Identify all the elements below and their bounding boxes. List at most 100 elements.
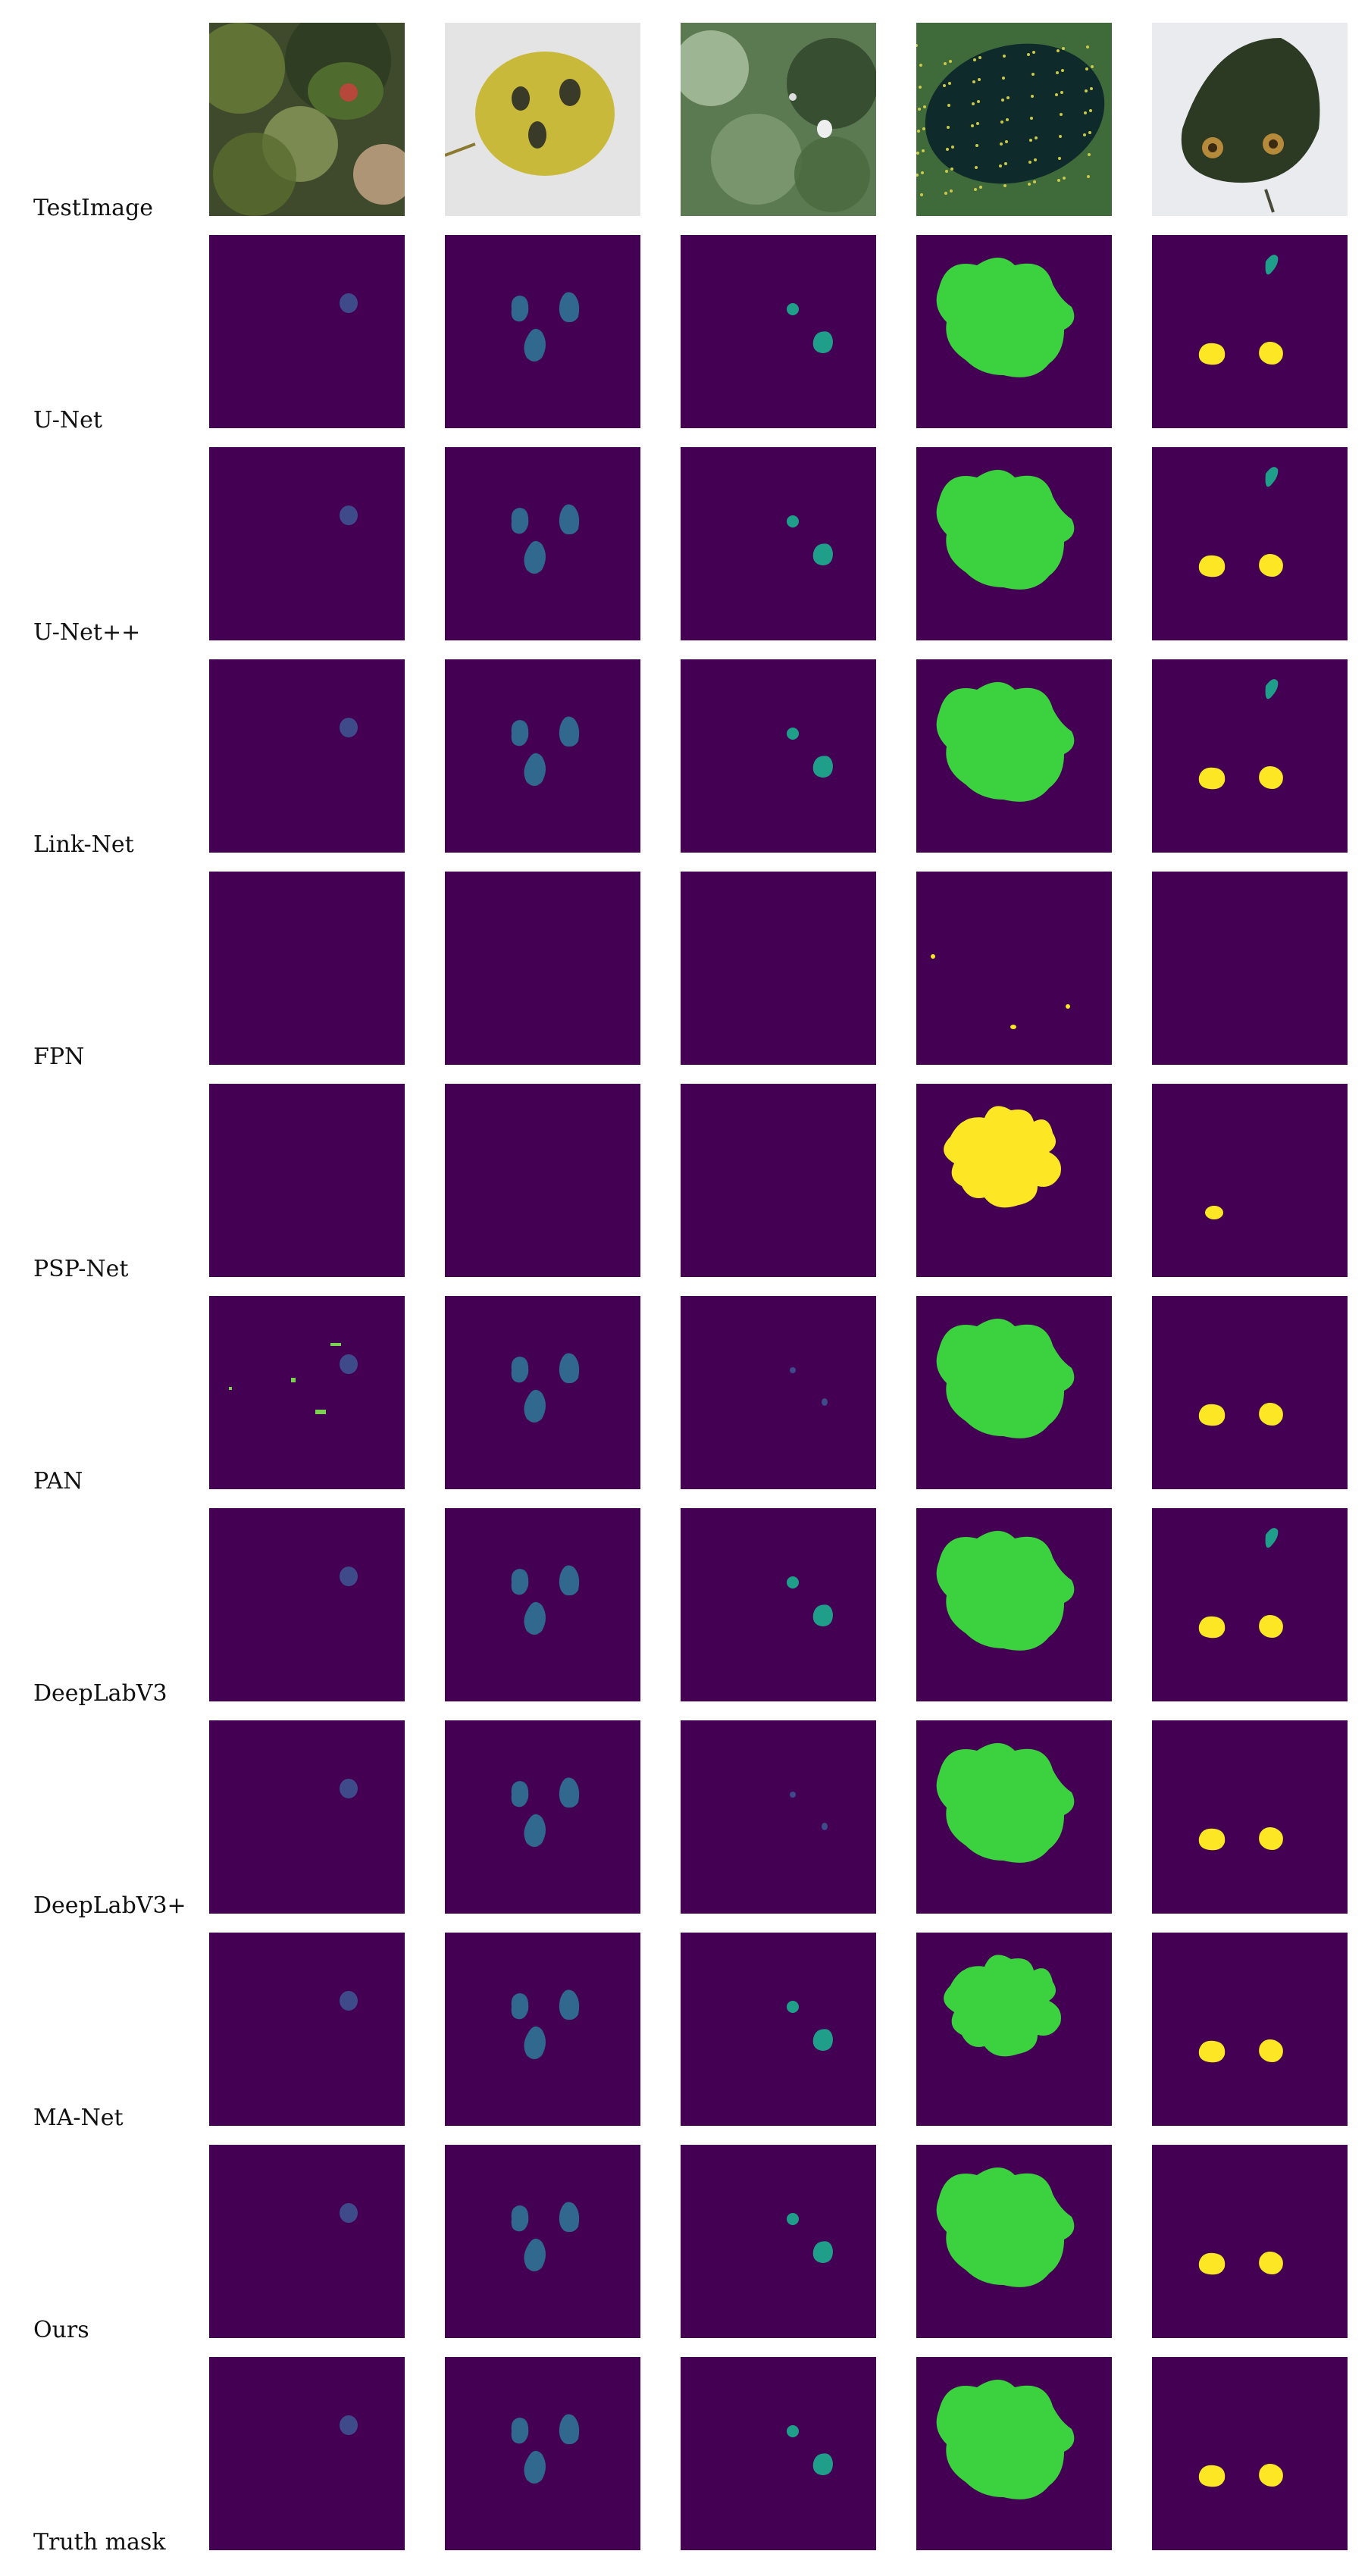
mask-ours-sample-4	[916, 2145, 1112, 2338]
mask-pan-sample-1	[209, 1296, 405, 1489]
mask-fpn-sample-2	[445, 872, 640, 1065]
mask-deeplabv3plus-sample-2	[445, 1720, 640, 1914]
mask-ours-sample-1	[209, 2145, 405, 2338]
lesion-region	[340, 2203, 358, 2223]
mask-unetpp-sample-5	[1152, 447, 1348, 640]
test-image-sample-2	[445, 23, 640, 216]
lesion-region	[559, 1777, 580, 1808]
lesion-region	[787, 2213, 799, 2225]
mask-deeplabv3-sample-3	[681, 1508, 876, 1701]
lesion-region	[812, 1604, 833, 1626]
mask-unetpp-sample-3	[681, 447, 876, 640]
lesion-region	[787, 1576, 799, 1588]
lesion-region	[812, 2241, 833, 2263]
lesion-region	[936, 1743, 1075, 1863]
lesion-region	[511, 1993, 529, 2020]
lesion-region	[936, 1319, 1075, 1438]
mask-manet-sample-5	[1152, 1933, 1348, 2126]
row-label-truth: Truth mask	[33, 2529, 166, 2556]
mask-manet-sample-3	[681, 1933, 876, 2126]
mask-truth-sample-2	[445, 2357, 640, 2550]
lesion-region	[511, 2205, 529, 2232]
mask-linknet-sample-5	[1152, 659, 1348, 853]
mask-truth-sample-5	[1152, 2357, 1348, 2550]
lesion-region	[340, 2415, 358, 2435]
lesion-region	[340, 1567, 358, 1586]
test-image-sample-5	[1152, 23, 1348, 216]
mask-unet-sample-2	[445, 235, 640, 428]
lesion-region	[559, 292, 580, 323]
mask-deeplabv3plus-sample-3	[681, 1720, 876, 1914]
lesion-region	[340, 1779, 358, 1798]
lesion-region	[787, 303, 799, 315]
lesion-region	[936, 2380, 1075, 2499]
lesion-region	[524, 2026, 546, 2059]
lesion-region	[511, 720, 529, 747]
mask-pspnet-sample-2	[445, 1084, 640, 1277]
lesion-region	[790, 1367, 796, 1373]
lesion-region	[524, 2238, 546, 2271]
mask-pspnet-sample-1	[209, 1084, 405, 1277]
lesion-region	[1259, 1615, 1283, 1638]
lesion-region	[1259, 2464, 1283, 2487]
row-label-pspnet: PSP-Net	[33, 1256, 129, 1282]
lesion-region	[1198, 767, 1226, 790]
lesion-region	[291, 1378, 296, 1382]
mask-fpn-sample-5	[1152, 872, 1348, 1065]
lesion-region	[944, 1955, 1061, 2057]
lesion-region	[340, 1991, 358, 2011]
mask-deeplabv3plus-sample-4	[916, 1720, 1112, 1914]
mask-pan-sample-4	[916, 1296, 1112, 1489]
lesion-region	[1259, 1827, 1283, 1850]
mask-unetpp-sample-4	[916, 447, 1112, 640]
lesion-region	[340, 505, 358, 525]
lesion-region	[812, 543, 833, 565]
lesion-region	[1259, 1403, 1283, 1426]
mask-unetpp-sample-2	[445, 447, 640, 640]
mask-truth-sample-4	[916, 2357, 1112, 2550]
mask-manet-sample-4	[916, 1933, 1112, 2126]
row-label-pan: PAN	[33, 1468, 83, 1495]
mask-linknet-sample-4	[916, 659, 1112, 853]
mask-unet-sample-5	[1152, 235, 1348, 428]
lesion-region	[559, 2414, 580, 2445]
mask-truth-sample-3	[681, 2357, 876, 2550]
lesion-region	[1198, 343, 1226, 365]
lesion-region	[1259, 2039, 1283, 2062]
lesion-region	[931, 954, 935, 959]
lesion-region	[524, 2450, 546, 2484]
lesion-region	[524, 1814, 546, 1847]
lesion-region	[524, 328, 546, 362]
mask-manet-sample-2	[445, 1933, 640, 2126]
lesion-region	[559, 1565, 580, 1596]
mask-linknet-sample-3	[681, 659, 876, 853]
test-image-sample-3	[681, 23, 876, 216]
mask-fpn-sample-4	[916, 872, 1112, 1065]
lesion-region	[812, 756, 833, 778]
lesion-region	[1066, 1004, 1070, 1009]
mask-pspnet-sample-5	[1152, 1084, 1348, 1277]
mask-pan-sample-3	[681, 1296, 876, 1489]
lesion-region	[1265, 1528, 1279, 1548]
lesion-region	[787, 2425, 799, 2437]
lesion-region	[812, 331, 833, 353]
row-label-deeplabv3: DeepLabV3	[33, 1680, 167, 1707]
row-label-unetpp: U-Net++	[33, 619, 141, 646]
lesion-region	[559, 1989, 580, 2020]
mask-linknet-sample-1	[209, 659, 405, 853]
lesion-region	[1198, 2252, 1226, 2275]
lesion-region	[524, 1601, 546, 1635]
lesion-region	[559, 716, 580, 747]
lesion-region	[1265, 255, 1279, 275]
mask-linknet-sample-2	[445, 659, 640, 853]
mask-ours-sample-2	[445, 2145, 640, 2338]
mask-unet-sample-3	[681, 235, 876, 428]
lesion-region	[340, 293, 358, 313]
lesion-region	[340, 718, 358, 737]
lesion-region	[1198, 1404, 1226, 1426]
lesion-region	[524, 1389, 546, 1423]
mask-deeplabv3plus-sample-5	[1152, 1720, 1348, 1914]
lesion-region	[511, 296, 529, 322]
lesion-region	[559, 504, 580, 535]
